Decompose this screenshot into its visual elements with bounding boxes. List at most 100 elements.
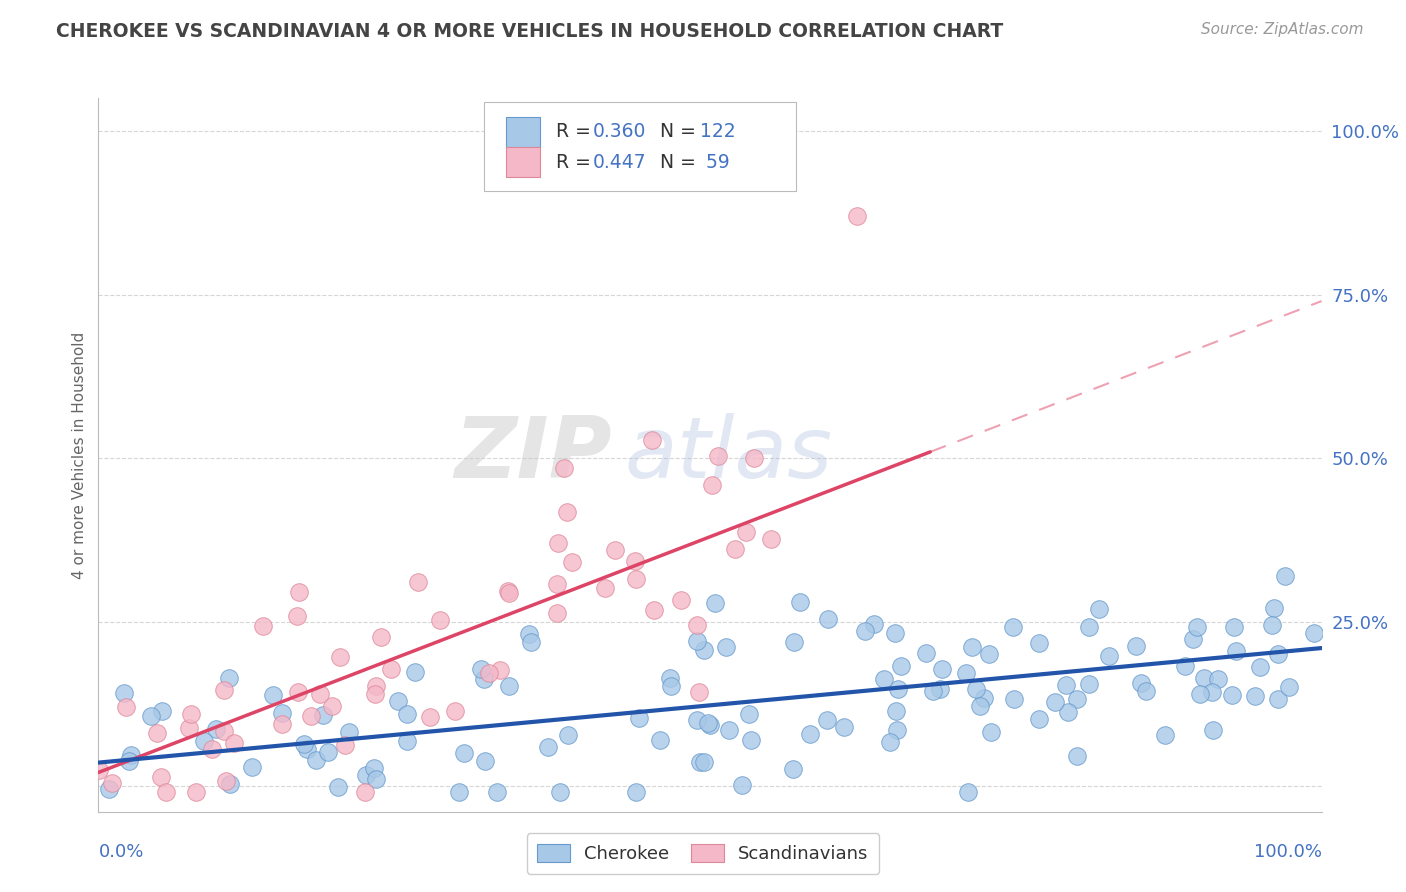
Point xyxy=(321,698,343,713)
Point xyxy=(697,715,720,730)
Point xyxy=(496,583,519,598)
Point xyxy=(1028,636,1050,650)
Point xyxy=(965,682,987,697)
Point xyxy=(731,778,754,792)
Point xyxy=(980,725,1002,739)
Point xyxy=(783,634,806,648)
Point xyxy=(120,747,142,762)
Point xyxy=(735,524,758,539)
Point xyxy=(1267,692,1289,706)
Text: 0.360: 0.360 xyxy=(592,122,645,141)
Text: ZIP: ZIP xyxy=(454,413,612,497)
Point xyxy=(686,634,709,648)
Point xyxy=(396,706,419,721)
Point xyxy=(553,460,575,475)
Point xyxy=(498,586,520,600)
Point xyxy=(212,683,235,698)
Point xyxy=(557,505,579,519)
Point xyxy=(419,710,441,724)
Point xyxy=(686,714,709,728)
Point xyxy=(557,729,579,743)
Point xyxy=(886,723,908,738)
Point xyxy=(97,781,120,796)
Point xyxy=(218,671,240,685)
Point xyxy=(1201,684,1223,698)
Point xyxy=(650,733,672,747)
Point xyxy=(605,542,627,557)
Point xyxy=(707,449,730,463)
Point xyxy=(1054,677,1077,691)
Point xyxy=(689,756,711,770)
Point xyxy=(928,682,950,697)
Point xyxy=(845,209,868,223)
Point xyxy=(117,754,139,768)
Point xyxy=(546,577,568,591)
Point xyxy=(890,659,912,673)
Point xyxy=(139,709,162,723)
Point xyxy=(498,679,520,693)
Point xyxy=(337,725,360,739)
Point xyxy=(740,733,762,747)
Point xyxy=(474,754,496,768)
Point xyxy=(628,711,651,725)
Point xyxy=(1098,648,1121,663)
Point xyxy=(1182,632,1205,646)
Point xyxy=(883,625,905,640)
Point xyxy=(1078,620,1101,634)
Point xyxy=(271,706,294,720)
Point xyxy=(447,785,470,799)
Point xyxy=(724,542,747,557)
Point xyxy=(922,683,945,698)
Point xyxy=(155,785,177,799)
Text: 0.0%: 0.0% xyxy=(98,843,143,861)
Point xyxy=(1078,676,1101,690)
Point xyxy=(873,672,896,686)
Point xyxy=(364,772,387,786)
Text: 59: 59 xyxy=(700,153,730,172)
Point xyxy=(292,737,315,751)
Point xyxy=(669,593,692,607)
Point xyxy=(380,662,402,676)
Point xyxy=(240,760,263,774)
Point xyxy=(329,649,352,664)
Point xyxy=(624,554,647,568)
Point xyxy=(285,609,308,624)
Point xyxy=(1066,748,1088,763)
Point xyxy=(789,595,811,609)
Point xyxy=(1004,692,1026,706)
Point xyxy=(1043,695,1066,709)
Point xyxy=(1206,673,1229,687)
Point xyxy=(547,536,569,550)
Point xyxy=(193,734,215,748)
Point xyxy=(782,762,804,776)
Point xyxy=(87,763,110,777)
Point xyxy=(561,555,583,569)
Point xyxy=(299,709,322,723)
Point xyxy=(470,662,492,676)
Point xyxy=(262,688,284,702)
Point xyxy=(659,679,682,693)
Point xyxy=(288,585,311,599)
Point xyxy=(686,617,709,632)
Point xyxy=(1125,639,1147,653)
Point xyxy=(1088,602,1111,616)
Point xyxy=(1249,660,1271,674)
Point xyxy=(817,612,839,626)
Point xyxy=(688,685,710,699)
Point xyxy=(312,707,335,722)
Point xyxy=(879,735,901,749)
Point xyxy=(1278,680,1301,694)
Point xyxy=(1303,625,1326,640)
Point xyxy=(101,776,124,790)
Point xyxy=(309,687,332,701)
Point xyxy=(444,704,467,718)
Point xyxy=(718,723,741,737)
Point xyxy=(112,686,135,700)
Point xyxy=(1192,671,1215,685)
Point xyxy=(799,727,821,741)
Point xyxy=(453,746,475,760)
Point xyxy=(593,581,616,595)
Point xyxy=(699,718,721,732)
Point xyxy=(212,723,235,738)
Point xyxy=(472,672,495,686)
